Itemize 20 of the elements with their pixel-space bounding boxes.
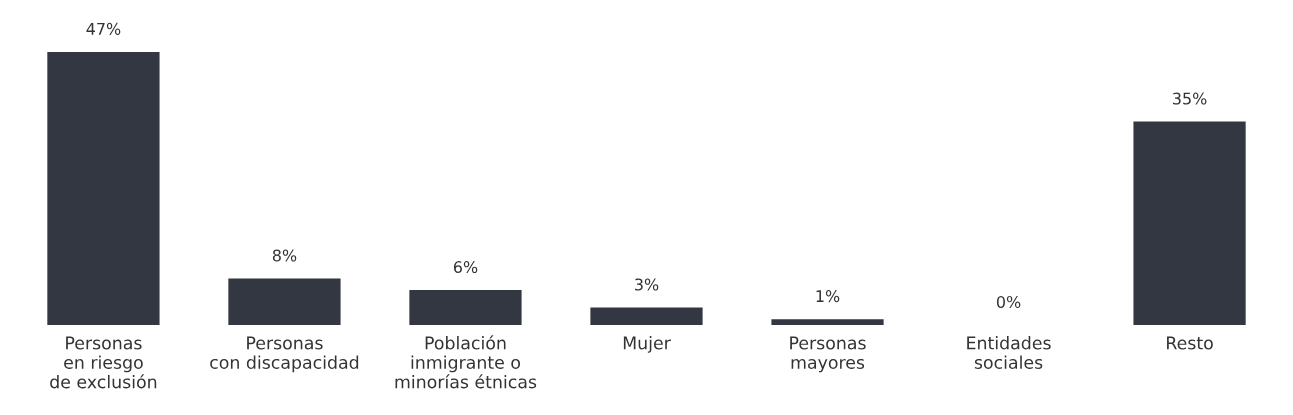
data-label: 1%: [816, 290, 840, 303]
x-tick-label: Resto: [1167, 336, 1213, 350]
bar: [409, 290, 522, 325]
data-label: 3%: [635, 278, 659, 291]
bar: [590, 307, 703, 325]
data-label: 0%: [996, 295, 1021, 308]
data-label: 35%: [1173, 92, 1207, 105]
bar: [47, 51, 160, 325]
x-tick-label: Mujer: [623, 336, 671, 353]
data-label: 47%: [86, 22, 121, 35]
data-label: 8%: [272, 249, 297, 262]
bar: [228, 278, 341, 325]
bar: [771, 319, 884, 325]
x-tick-label: Población inmigrante o minorías étnicas: [395, 335, 537, 389]
data-label: 6%: [453, 261, 478, 274]
x-tick-label: Entidades sociales: [967, 336, 1051, 369]
x-tick-label: Personas mayores: [790, 336, 866, 373]
x-tick-label: Personas en riesgo de exclusión: [50, 336, 157, 389]
bar: [1133, 121, 1246, 325]
x-tick-label: Personas con discapacidad: [210, 336, 359, 373]
